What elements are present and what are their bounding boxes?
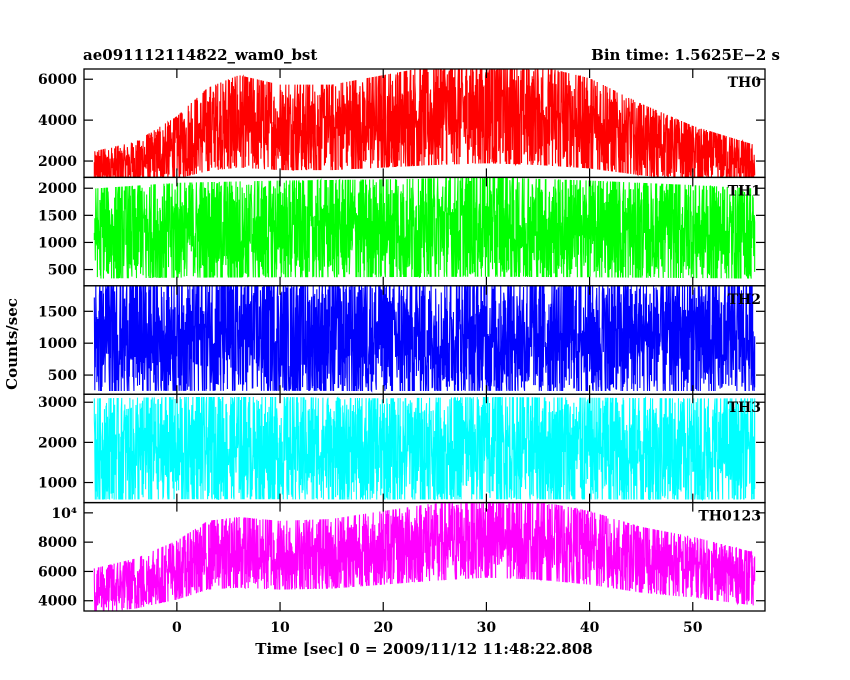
panel-label: TH1 (728, 183, 761, 199)
y-tick-label: 2000 (38, 181, 77, 197)
chart-title-left: ae091112114822_wam0_bst (83, 46, 317, 64)
panels: 2000 4000 6000 TH0 500 1000 1500 2000 TH1 500 1000… (38, 68, 766, 612)
y-tick-label: 500 (48, 368, 77, 384)
y-tick-label: 6000 (38, 72, 77, 88)
panel-label: TH2 (728, 292, 761, 308)
series-th0123-line (93, 502, 756, 612)
y-tick-label: 1500 (38, 304, 77, 320)
x-tick-label: 0 (172, 620, 182, 636)
y-tick-label: 10⁴ (51, 506, 77, 522)
y-tick-label: 4000 (38, 594, 77, 610)
panel-th0123: 4000 6000 8000 10⁴ TH0123 (38, 501, 766, 612)
series-th3-line (93, 396, 756, 501)
series-th2-line (93, 285, 756, 393)
panel-label: TH0 (728, 75, 762, 91)
y-tick-label: 8000 (38, 535, 77, 551)
y-tick-label: 2000 (38, 435, 77, 451)
x-tick-label: 10 (270, 620, 290, 636)
series-th1-line (93, 177, 756, 279)
y-tick-label: 1000 (38, 476, 77, 492)
x-tick-label: 40 (580, 620, 600, 636)
series-th0-line (93, 69, 756, 178)
x-tick-label: 50 (683, 620, 703, 636)
chart-title-right: Bin time: 1.5625E−2 s (591, 46, 780, 64)
y-tick-label: 1500 (38, 208, 77, 224)
x-axis: 0 10 20 30 40 50 (172, 620, 703, 636)
y-tick-label: 4000 (38, 113, 77, 129)
y-axis-label: Counts/sec (3, 298, 21, 390)
y-tick-label: 1000 (38, 235, 77, 251)
y-tick-label: 3000 (38, 395, 77, 411)
x-tick-label: 20 (373, 620, 393, 636)
panel-frame (83, 501, 766, 612)
y-tick-label: 6000 (38, 564, 77, 580)
y-tick-label: 500 (48, 263, 77, 279)
y-tick-label: 2000 (38, 154, 77, 170)
panel-th2: 500 1000 1500 TH2 (38, 285, 766, 395)
y-tick-label: 1000 (38, 336, 77, 352)
x-axis-label: Time [sec] 0 = 2009/11/12 11:48:22.808 (255, 640, 592, 658)
x-tick-label: 30 (477, 620, 497, 636)
panel-label: TH0123 (698, 509, 761, 525)
panel-label: TH3 (728, 400, 761, 416)
